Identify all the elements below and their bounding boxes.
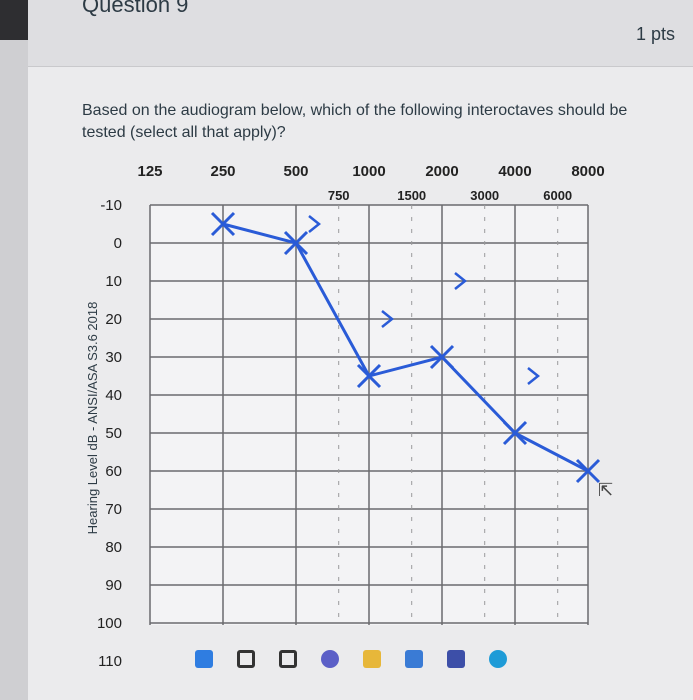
y-tick-label: 60 [105,463,122,480]
question-text: Based on the audiogram below, which of t… [82,102,628,141]
audiogram-grid [149,204,589,625]
question-points: 1 pts [635,24,675,44]
windows-icon[interactable] [195,650,213,668]
y-tick-label: 0 [114,235,122,252]
x-marker [210,211,236,237]
series-line-x [222,222,589,473]
search-icon[interactable] [237,650,255,668]
store-icon[interactable] [405,650,423,668]
x-tick-label: 125 [137,163,162,180]
y-tick-label: 90 [105,577,122,594]
y-tick-label: 100 [97,615,122,632]
y-tick-label: 20 [105,311,122,328]
y-tick-label: 30 [105,349,122,366]
y-tick-label: 50 [105,425,122,442]
x-marker [429,344,455,370]
bone-marker [527,367,541,385]
question-title: Question 9 [82,0,189,17]
edge-icon[interactable] [489,650,507,668]
y-tick-label: 10 [105,273,122,290]
y-tick-label: 40 [105,387,122,404]
bone-marker [381,310,395,328]
interoctave-tick-label: 6000 [543,188,572,203]
photos-icon[interactable] [447,650,465,668]
x-tick-label: 2000 [425,163,458,180]
x-tick-label: 4000 [498,163,531,180]
y-tick-label: 70 [105,501,122,518]
task-view-icon[interactable] [279,650,297,668]
x-tick-label: 1000 [352,163,385,180]
x-marker [283,230,309,256]
interoctave-tick-label: 3000 [470,188,499,203]
folder-icon[interactable] [363,650,381,668]
chat-icon[interactable] [321,650,339,668]
y-tick-label: 80 [105,539,122,556]
bone-marker [454,272,468,290]
x-tick-label: 8000 [571,163,604,180]
x-marker [502,420,528,446]
x-tick-label: 500 [283,163,308,180]
interoctave-tick-label: 1500 [397,188,426,203]
x-tick-label: 250 [210,163,235,180]
y-axis-label: Hearing Level dB - ANSI/ASA S3.6 2018 [85,302,100,535]
x-marker [575,458,601,484]
y-tick-label: 110 [98,653,122,670]
y-tick-label: -10 [100,197,122,214]
question-header [28,0,693,67]
audiogram-marks [210,211,601,484]
bone-marker [308,215,322,233]
mouse-cursor-icon: ⇱ [598,480,614,500]
audiogram-ticks: -10 0 10 20 30 40 50 60 70 80 90 100 110 125 250 500 100… [97,163,605,670]
interoctave-tick-label: 750 [328,188,350,203]
x-marker [356,363,382,389]
